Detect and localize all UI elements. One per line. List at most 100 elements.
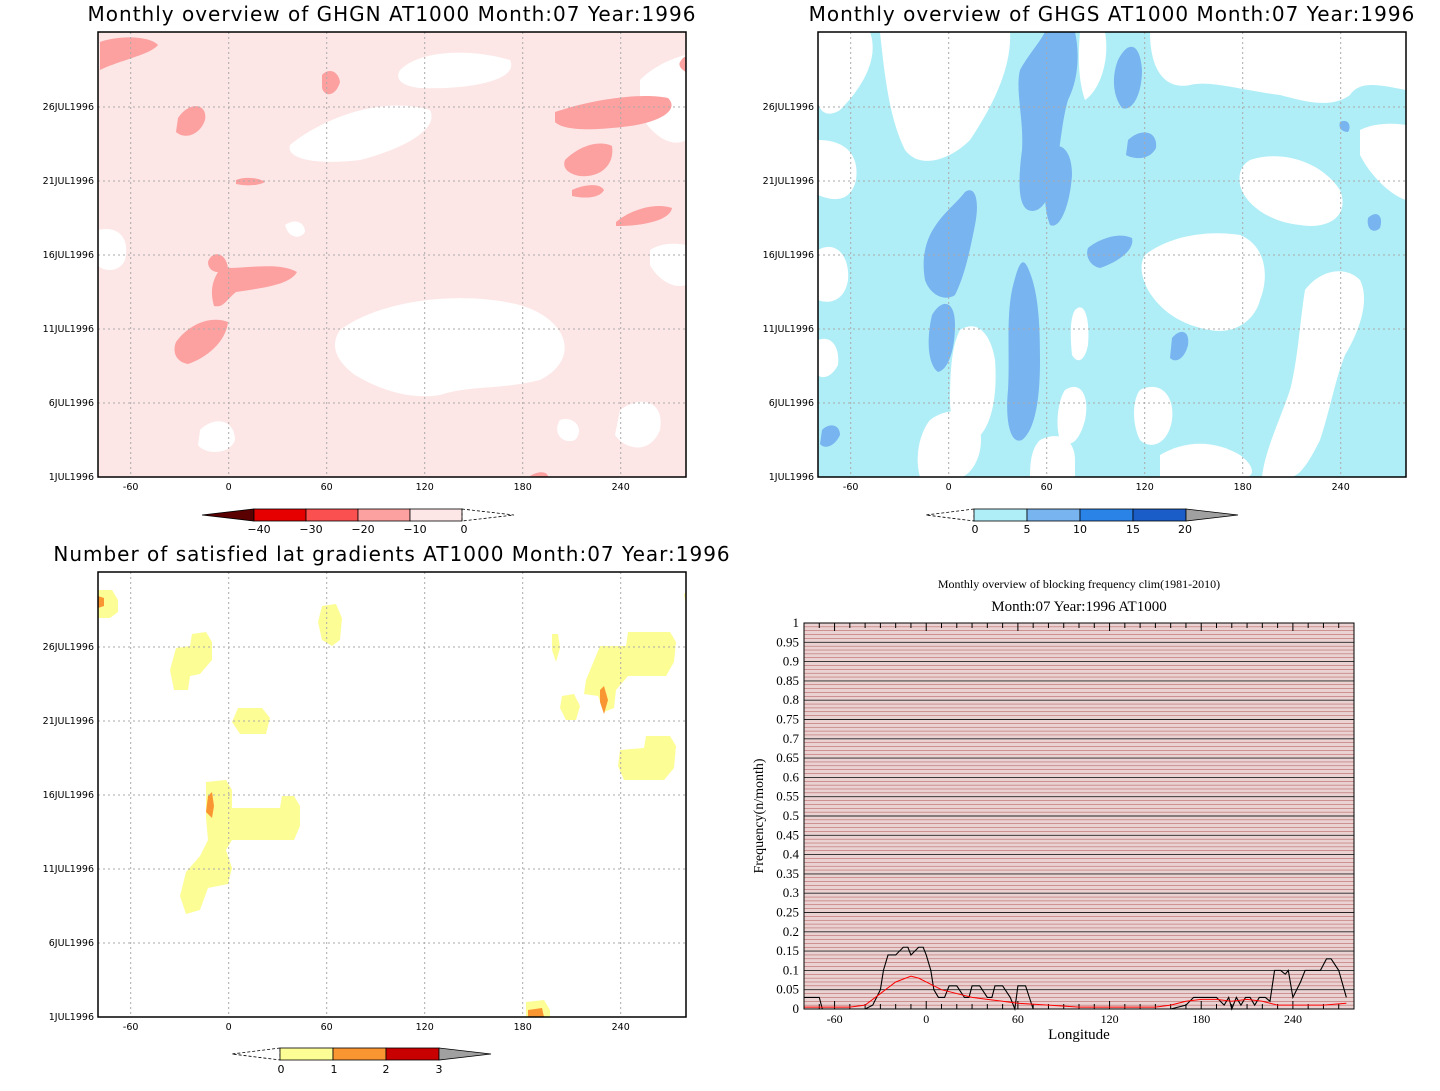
ghgn-plot-area xyxy=(98,32,686,477)
ghgn-colorbar: −40 −30 −20 −10 0 xyxy=(201,508,515,536)
frequency-y-tick: 0.75 xyxy=(776,712,799,727)
ghgs-frame xyxy=(817,31,1407,478)
ghgn-y-tick: 1JUL1996 xyxy=(49,472,94,483)
ghgn-colorbar-label: −30 xyxy=(299,523,322,536)
frequency-y-ticks: 0 0.05 0.1 0.15 0.2 0.25 0.3 0.35 0.4 0.45 0.5 0.55… xyxy=(776,615,799,1016)
ghgs-colorbar-extension xyxy=(925,508,975,522)
gradients-colorbar-label: 0 xyxy=(278,1063,285,1076)
frequency-y-label: Frequency(n/month) xyxy=(752,758,767,873)
ghgn-y-ticks: 1JUL1996 6JUL1996 11JUL1996 16JUL1996 21… xyxy=(43,102,94,483)
frequency-panel: Monthly overview of blocking frequency c… xyxy=(752,577,1355,1043)
gradients-colorbar-cell xyxy=(438,1047,492,1061)
ghgs-colorbar-label: 10 xyxy=(1073,523,1087,536)
gradients-x-tick: -60 xyxy=(123,1022,139,1033)
gradients-colorbar-label: 1 xyxy=(331,1063,338,1076)
frequency-x-ticks: -60 0 60 120 180 240 xyxy=(827,1012,1302,1026)
frequency-y-tick: 0.3 xyxy=(783,885,799,900)
ghgn-y-tick: 26JUL1996 xyxy=(43,102,94,113)
ghgn-colorbar-cell xyxy=(305,508,359,522)
ghgn-colorbar-cell xyxy=(409,508,463,522)
ghgn-x-tick: 60 xyxy=(321,482,333,493)
ghgs-x-tick: 60 xyxy=(1041,482,1053,493)
ghgn-x-tick: -60 xyxy=(123,482,139,493)
gradients-colorbar-extension xyxy=(231,1047,281,1061)
frequency-y-tick: 0.7 xyxy=(783,731,800,746)
frequency-y-tick: 0.15 xyxy=(776,943,799,958)
frequency-y-tick: 0.8 xyxy=(783,692,799,707)
ghgs-y-tick: 11JUL1996 xyxy=(763,324,814,335)
frequency-title: Monthly overview of blocking frequency c… xyxy=(938,577,1220,591)
ghgs-high-regions xyxy=(820,32,1382,447)
ghgn-colorbar-label: −10 xyxy=(403,523,426,536)
ghgs-y-tick: 16JUL1996 xyxy=(763,250,814,261)
ghgs-panel: Monthly overview of GHGS AT1000 Month:07… xyxy=(763,2,1416,536)
ghgs-x-tick: 180 xyxy=(1234,482,1252,493)
gradients-y-tick: 16JUL1996 xyxy=(43,790,94,801)
ghgs-colorbar-label: 0 xyxy=(972,523,979,536)
ghgn-colorbar-label: −40 xyxy=(247,523,270,536)
ghgs-y-tick: 6JUL1996 xyxy=(769,398,814,409)
gradients-x-tick: 180 xyxy=(514,1022,532,1033)
ghgs-colorbar-cell xyxy=(1132,508,1187,522)
frequency-subtitle: Month:07 Year:1996 AT1000 xyxy=(991,599,1166,615)
ghgn-title: Monthly overview of GHGN AT1000 Month:07… xyxy=(88,2,697,26)
frequency-x-label: Longitude xyxy=(1048,1027,1110,1043)
gradients-y-tick: 21JUL1996 xyxy=(43,716,94,727)
ghgs-colorbar-cell xyxy=(1185,508,1239,522)
frequency-gridlines xyxy=(804,626,1354,1006)
ghgs-x-ticks: -60 0 60 120 180 240 xyxy=(843,482,1350,493)
ghgs-colorbar-label: 5 xyxy=(1024,523,1031,536)
ghgs-grid xyxy=(818,32,1406,477)
gradients-level2-regions xyxy=(98,596,608,1017)
ghgs-x-tick: 120 xyxy=(1136,482,1154,493)
ghgn-x-tick: 120 xyxy=(416,482,434,493)
gradients-colorbar: 0 1 2 3 xyxy=(231,1047,492,1076)
gradients-x-tick: 0 xyxy=(226,1022,232,1033)
ghgs-colorbar-cell xyxy=(1079,508,1134,522)
frequency-x-tick: 120 xyxy=(1101,1012,1119,1026)
gradients-y-tick: 1JUL1996 xyxy=(49,1012,94,1023)
ghgn-y-tick: 11JUL1996 xyxy=(43,324,94,335)
ghgs-title: Monthly overview of GHGS AT1000 Month:07… xyxy=(809,2,1416,26)
frequency-frame xyxy=(803,622,1355,1010)
ghgn-colorbar-extension xyxy=(461,508,515,522)
gradients-title: Number of satisfied lat gradients AT1000… xyxy=(53,542,730,566)
frequency-y-tick: 0.1 xyxy=(783,962,799,977)
ghgn-panel: Monthly overview of GHGN AT1000 Month:07… xyxy=(43,2,697,536)
gradients-colorbar-cell xyxy=(279,1047,334,1061)
ghgn-colorbar-cell xyxy=(357,508,411,522)
frequency-x-tick: 0 xyxy=(923,1012,929,1026)
frequency-y-tick: 0.55 xyxy=(776,789,799,804)
frequency-y-tick: 0 xyxy=(793,1001,800,1016)
ghgn-grid xyxy=(98,32,686,477)
ghgs-colorbar-cell xyxy=(973,508,1028,522)
frequency-y-tick: 0.95 xyxy=(776,634,799,649)
gradients-y-ticks: 1JUL1996 6JUL1996 11JUL1996 16JUL1996 21… xyxy=(43,642,94,1023)
gradients-colorbar-label: 2 xyxy=(383,1063,390,1076)
gradients-grid xyxy=(98,572,686,1017)
frequency-x-tick: 180 xyxy=(1192,1012,1210,1026)
gradients-y-tick: 6JUL1996 xyxy=(49,938,94,949)
gradients-plot-area xyxy=(98,572,686,1017)
gradients-y-tick: 11JUL1996 xyxy=(43,864,94,875)
ghgn-colorbar-cell xyxy=(253,508,307,522)
gradients-x-tick: 240 xyxy=(612,1022,630,1033)
ghgs-colorbar-label: 20 xyxy=(1178,523,1192,536)
frequency-y-tick: 0.9 xyxy=(783,654,799,669)
frequency-y-tick: 1 xyxy=(793,615,800,630)
gradients-colorbar-cell xyxy=(332,1047,387,1061)
frequency-series-red xyxy=(804,975,1347,1008)
ghgn-x-tick: 240 xyxy=(612,482,630,493)
ghgn-x-tick: 0 xyxy=(226,482,232,493)
ghgs-x-tick: 240 xyxy=(1332,482,1350,493)
frequency-y-tick: 0.85 xyxy=(776,673,799,688)
ghgs-colorbar-cell xyxy=(1026,508,1081,522)
ghgn-y-tick: 16JUL1996 xyxy=(43,250,94,261)
gradients-panel: Number of satisfied lat gradients AT1000… xyxy=(43,542,730,1076)
ghgs-y-ticks: 1JUL1996 6JUL1996 11JUL1996 16JUL1996 21… xyxy=(763,102,814,483)
ghgn-y-tick: 6JUL1996 xyxy=(49,398,94,409)
ghgn-x-tick: 180 xyxy=(514,482,532,493)
ghgn-colorbar-cell xyxy=(201,508,255,522)
frequency-y-tick: 0.6 xyxy=(783,769,800,784)
